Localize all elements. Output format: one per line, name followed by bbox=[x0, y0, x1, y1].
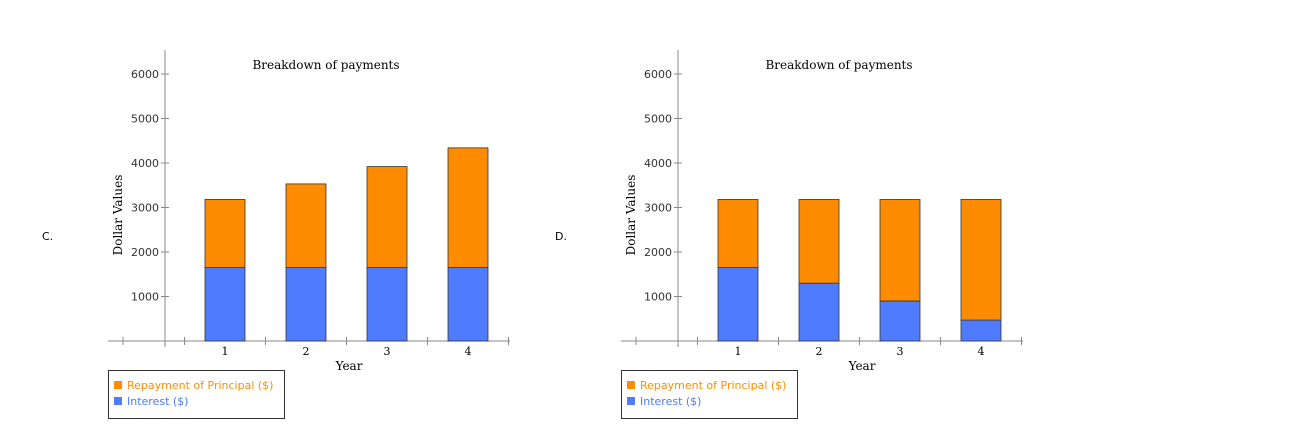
bar-principal-year-2 bbox=[285, 183, 327, 268]
bar-principal-year-1 bbox=[204, 199, 246, 268]
y-axis-label: Dollar Values bbox=[111, 175, 125, 256]
legend-swatch bbox=[114, 397, 122, 405]
y-tick-label: 6000 bbox=[644, 68, 672, 81]
option-d-label: D. bbox=[555, 230, 567, 243]
x-axis-label: Year bbox=[335, 359, 363, 373]
legend-swatch bbox=[114, 381, 122, 389]
legend-label: Repayment of Principal ($) bbox=[127, 379, 273, 392]
x-tick-label: 3 bbox=[384, 345, 391, 358]
bar-principal-year-4 bbox=[960, 199, 1002, 321]
y-tick-label: 2000 bbox=[131, 246, 159, 259]
y-tick-label: 6000 bbox=[131, 68, 159, 81]
y-tick-label: 5000 bbox=[644, 113, 672, 126]
bar-interest-year-1 bbox=[717, 267, 759, 342]
bar-principal-year-4 bbox=[447, 147, 489, 268]
x-tick-label: 4 bbox=[465, 345, 472, 358]
option-c-label: C. bbox=[42, 230, 54, 243]
bar-interest-year-4 bbox=[447, 267, 489, 342]
chart-title: Breakdown of payments bbox=[765, 58, 912, 72]
chart-title: Breakdown of payments bbox=[252, 58, 399, 72]
bar-interest-year-3 bbox=[366, 267, 408, 342]
bar-principal-year-3 bbox=[879, 199, 921, 302]
chart-option-c: Breakdown of payments 1000 2000 3000 4000 500… bbox=[108, 50, 510, 419]
x-tick-label: 1 bbox=[222, 345, 229, 358]
y-tick-label: 3000 bbox=[644, 202, 672, 215]
bar-interest-year-2 bbox=[798, 282, 840, 342]
y-tick-label: 4000 bbox=[644, 157, 672, 170]
x-tick-label: 3 bbox=[897, 345, 904, 358]
legend-label: Interest ($) bbox=[127, 395, 188, 408]
y-axis-label: Dollar Values bbox=[624, 175, 638, 256]
y-tick-label: 1000 bbox=[644, 291, 672, 304]
legend-label: Interest ($) bbox=[640, 395, 701, 408]
legend-box bbox=[621, 370, 798, 419]
y-tick-label: 4000 bbox=[131, 157, 159, 170]
legend-swatch bbox=[627, 397, 635, 405]
bar-interest-year-1 bbox=[204, 267, 246, 342]
y-tick-label: 1000 bbox=[131, 291, 159, 304]
x-tick-label: 4 bbox=[978, 345, 985, 358]
x-tick-label: 2 bbox=[303, 345, 310, 358]
bar-interest-year-4 bbox=[960, 319, 1002, 342]
x-axis-label: Year bbox=[848, 359, 876, 373]
legend-label: Repayment of Principal ($) bbox=[640, 379, 786, 392]
y-tick-label: 2000 bbox=[644, 246, 672, 259]
y-tick-label: 3000 bbox=[131, 202, 159, 215]
bar-interest-year-2 bbox=[285, 267, 327, 342]
x-tick-label: 2 bbox=[816, 345, 823, 358]
legend-swatch bbox=[627, 381, 635, 389]
bar-principal-year-2 bbox=[798, 199, 840, 284]
chart-option-d: Breakdown of payments 1000 2000 3000 4000 500… bbox=[621, 50, 1023, 419]
bar-principal-year-1 bbox=[717, 199, 759, 268]
y-tick-label: 5000 bbox=[131, 113, 159, 126]
bar-interest-year-3 bbox=[879, 300, 921, 342]
bar-principal-year-3 bbox=[366, 166, 408, 268]
x-tick-label: 1 bbox=[735, 345, 742, 358]
legend-box bbox=[108, 370, 285, 419]
